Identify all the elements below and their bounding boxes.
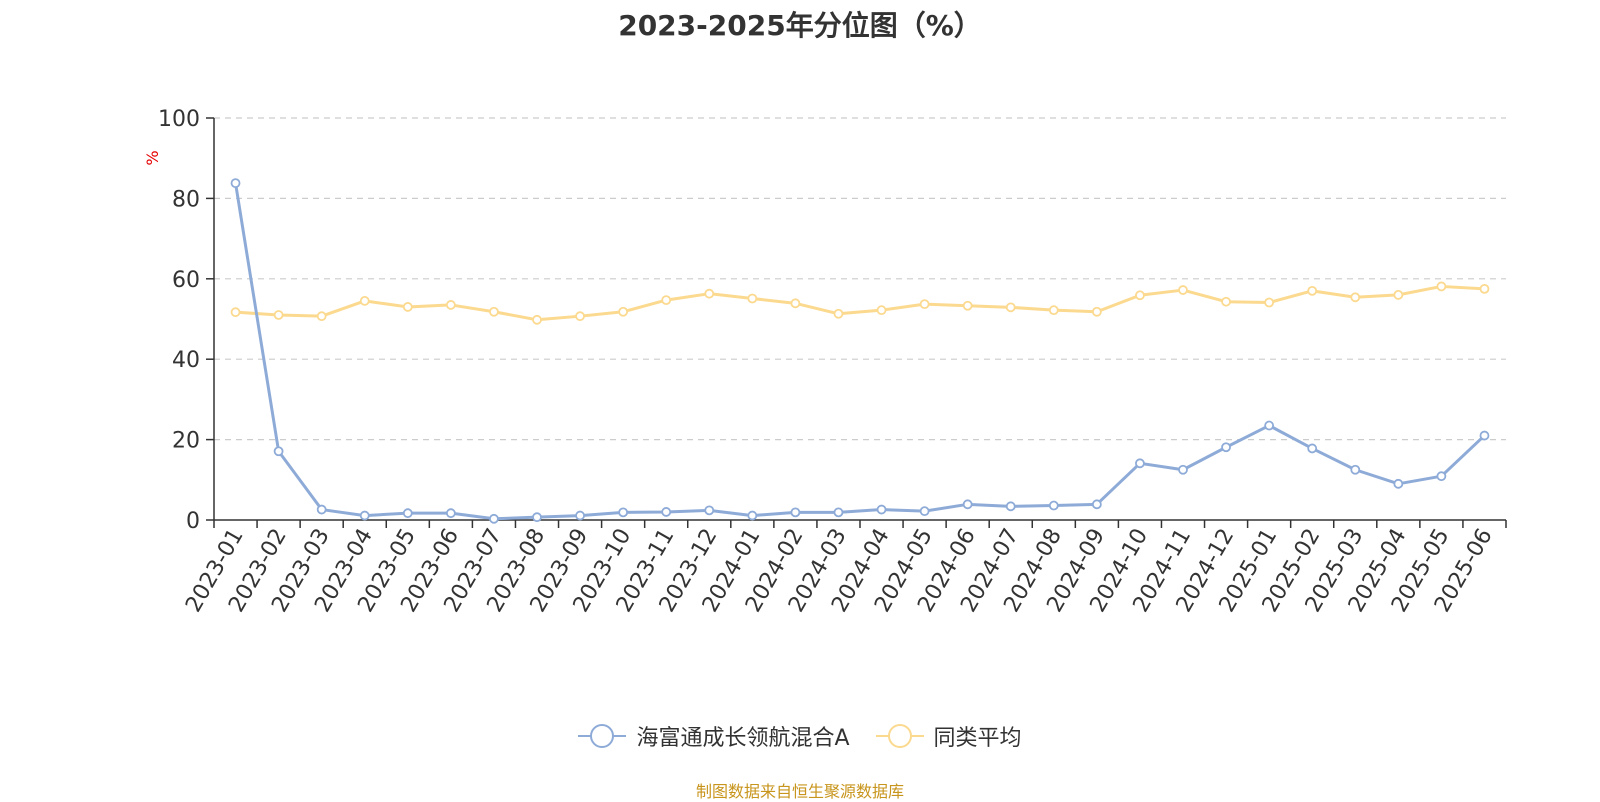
legend-symbol-series-2 (875, 723, 924, 749)
data-point-series-1 (833, 507, 844, 518)
data-source-note: 制图数据来自恒生聚源数据库 (695, 782, 904, 801)
data-point-series-2 (575, 311, 585, 322)
data-point-series-1 (359, 510, 370, 521)
y-axis-label: % (143, 150, 162, 165)
data-point-series-1 (489, 513, 499, 524)
data-point-series-2 (532, 314, 542, 325)
data-point-series-1 (747, 510, 758, 521)
legend-symbol-series-1 (578, 723, 627, 749)
y-tick-label: 0 (186, 509, 200, 534)
data-point-series-1 (1091, 499, 1102, 510)
data-point-series-1 (1307, 443, 1318, 454)
data-point-series-1 (1048, 500, 1059, 511)
legend-item-series-1[interactable]: 海富通成长领航混合A (578, 720, 850, 752)
legend-item-series-2[interactable]: 同类平均 (875, 720, 1022, 752)
data-point-series-2 (273, 310, 284, 320)
legend-label-series-2: 同类平均 (933, 726, 1022, 751)
data-point-series-1 (919, 506, 930, 517)
data-point-series-1 (1264, 420, 1275, 431)
data-point-series-2 (833, 308, 844, 319)
data-point-series-2 (747, 293, 758, 304)
y-tick-label: 60 (172, 268, 200, 293)
data-point-series-2 (1005, 302, 1016, 313)
data-point-series-1 (532, 512, 542, 523)
data-point-series-1 (962, 499, 973, 510)
data-point-series-2 (230, 307, 241, 318)
data-point-series-2 (1048, 305, 1059, 316)
data-point-series-2 (919, 299, 930, 310)
data-point-series-1 (1135, 458, 1145, 469)
data-point-series-2 (402, 302, 413, 312)
data-point-series-1 (1479, 430, 1490, 441)
data-point-series-1 (1393, 478, 1404, 489)
data-point-series-1 (575, 510, 585, 521)
data-point-series-1 (1436, 471, 1447, 482)
data-point-series-1 (402, 508, 413, 519)
y-tick-label: 40 (172, 348, 200, 373)
y-tick-label: 20 (172, 429, 200, 454)
data-point-series-2 (1221, 296, 1231, 307)
data-point-series-2 (359, 296, 370, 306)
data-point-series-2 (1264, 297, 1275, 308)
data-point-series-1 (1221, 442, 1231, 453)
data-point-series-1 (661, 507, 672, 517)
data-point-series-1 (445, 508, 456, 519)
data-point-series-1 (790, 507, 801, 518)
series-line-1 (234, 182, 1486, 521)
data-point-series-2 (704, 288, 715, 299)
data-point-series-2 (876, 305, 887, 316)
data-point-series-2 (1393, 289, 1404, 300)
data-point-series-1 (1178, 464, 1188, 475)
data-point-series-2 (316, 311, 327, 322)
data-point-series-2 (489, 306, 499, 317)
y-tick-label: 100 (158, 107, 200, 132)
legend-label-series-1: 海富通成长领航混合A (636, 726, 850, 751)
data-point-series-2 (1091, 306, 1102, 317)
data-point-series-1 (704, 505, 715, 516)
data-point-series-2 (1135, 290, 1145, 301)
data-point-series-2 (661, 295, 672, 306)
data-point-series-2 (962, 300, 973, 311)
y-tick-label: 80 (172, 187, 200, 212)
data-point-series-1 (876, 504, 887, 515)
data-point-series-1 (230, 178, 241, 189)
chart-title: 2023-2025年分位图（%） (618, 9, 982, 42)
data-point-series-1 (273, 446, 284, 457)
data-point-series-2 (790, 298, 801, 309)
data-point-series-1 (1005, 501, 1016, 512)
series-line-2 (235, 284, 1485, 322)
data-point-series-2 (1479, 283, 1490, 294)
data-point-series-1 (316, 504, 327, 515)
data-point-series-1 (618, 507, 629, 518)
data-point-series-2 (1307, 285, 1318, 296)
data-point-series-1 (1350, 464, 1361, 475)
data-point-series-2 (1350, 292, 1361, 303)
data-point-series-2 (1436, 281, 1447, 292)
chart-legend: 海富通成长领航混合A 同类平均 (0, 720, 1600, 752)
data-point-series-2 (1178, 285, 1188, 295)
data-point-series-2 (445, 300, 456, 310)
data-point-series-2 (618, 306, 629, 317)
